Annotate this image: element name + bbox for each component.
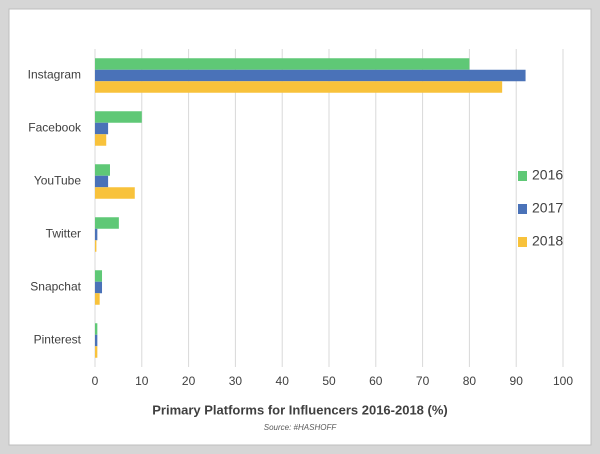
bar: [95, 164, 110, 176]
x-tick-label: 70: [416, 374, 430, 388]
x-tick-label: 60: [369, 374, 383, 388]
legend-label: 2016: [532, 167, 563, 183]
x-tick-label: 90: [510, 374, 524, 388]
bar: [95, 58, 470, 70]
x-tick-label: 30: [229, 374, 243, 388]
x-tick-label: 40: [276, 374, 290, 388]
y-tick-label: YouTube: [34, 174, 81, 188]
y-tick-label: Pinterest: [34, 333, 82, 347]
bar: [95, 228, 98, 241]
y-tick-label: Twitter: [46, 227, 81, 241]
bar: [95, 270, 103, 282]
bar: [95, 69, 526, 82]
x-tick-label: 50: [322, 374, 336, 388]
bar: [95, 111, 142, 123]
bar: [95, 122, 109, 135]
bar: [95, 293, 100, 305]
y-tick-label: Instagram: [28, 68, 81, 82]
legend-label: 2018: [532, 233, 563, 249]
bar: [95, 240, 97, 252]
bar: [95, 281, 103, 294]
bar: [95, 187, 135, 199]
y-tick-label: Snapchat: [30, 280, 81, 294]
bar: [95, 134, 107, 146]
chart-subtitle: Source: #HASHOFF: [264, 423, 338, 432]
bar: [95, 323, 98, 335]
legend-swatch: [518, 171, 527, 181]
bar: [95, 81, 503, 93]
legend-label: 2017: [532, 200, 563, 216]
chart-title: Primary Platforms for Influencers 2016-2…: [152, 402, 448, 417]
legend-swatch: [518, 237, 527, 247]
x-tick-label: 80: [463, 374, 477, 388]
bar: [95, 217, 119, 229]
legend-swatch: [518, 204, 527, 214]
y-tick-label: Facebook: [28, 121, 82, 135]
x-tick-label: 100: [553, 374, 573, 388]
x-tick-label: 10: [135, 374, 149, 388]
x-tick-label: 20: [182, 374, 196, 388]
bar: [95, 346, 98, 358]
x-tick-label: 0: [92, 374, 99, 388]
bar: [95, 175, 109, 188]
bar: [95, 334, 98, 347]
